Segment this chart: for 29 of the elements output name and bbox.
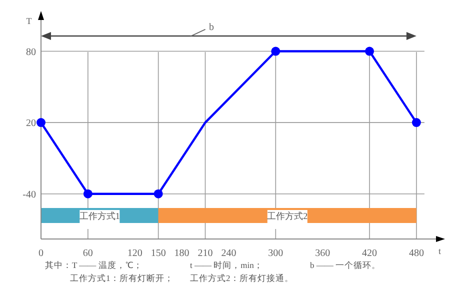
y-tick-label: 80 <box>26 46 36 58</box>
x-tick-label: 60 <box>82 248 93 259</box>
text: 其中：T —— 温度，℃； <box>45 260 142 270</box>
x-tick-label: 120 <box>127 248 142 259</box>
point <box>365 46 374 56</box>
y-axis-title: T <box>26 16 32 26</box>
band-label: 工作方式1 <box>79 211 120 221</box>
y-tick-label: 20 <box>26 118 36 130</box>
text: b —— 一个循环。 <box>310 260 380 270</box>
x-tick-label: 480 <box>408 248 424 259</box>
point <box>36 118 46 128</box>
x-tick-label: 240 <box>221 248 236 259</box>
x-tick-label: 300 <box>268 248 284 259</box>
x-tick-label: 360 <box>315 248 330 259</box>
point <box>412 118 421 128</box>
annotation: b <box>209 22 214 33</box>
text: t —— 时间，min； <box>190 260 263 270</box>
text: 工作方式1：所有灯断开； <box>70 273 174 283</box>
x-tick-label: 0 <box>38 248 44 259</box>
x-tick-label: 210 <box>198 248 213 259</box>
x-tick-label: 150 <box>150 248 166 259</box>
point <box>154 189 163 198</box>
point <box>83 189 92 198</box>
x-tick-label: 180 <box>174 248 190 259</box>
text: 工作方式2：所有灯接通。 <box>190 273 294 283</box>
x-tick-label: 420 <box>362 248 378 259</box>
x-axis-title: t <box>438 246 442 256</box>
point <box>271 46 280 56</box>
y-tick-label: -40 <box>22 189 36 200</box>
